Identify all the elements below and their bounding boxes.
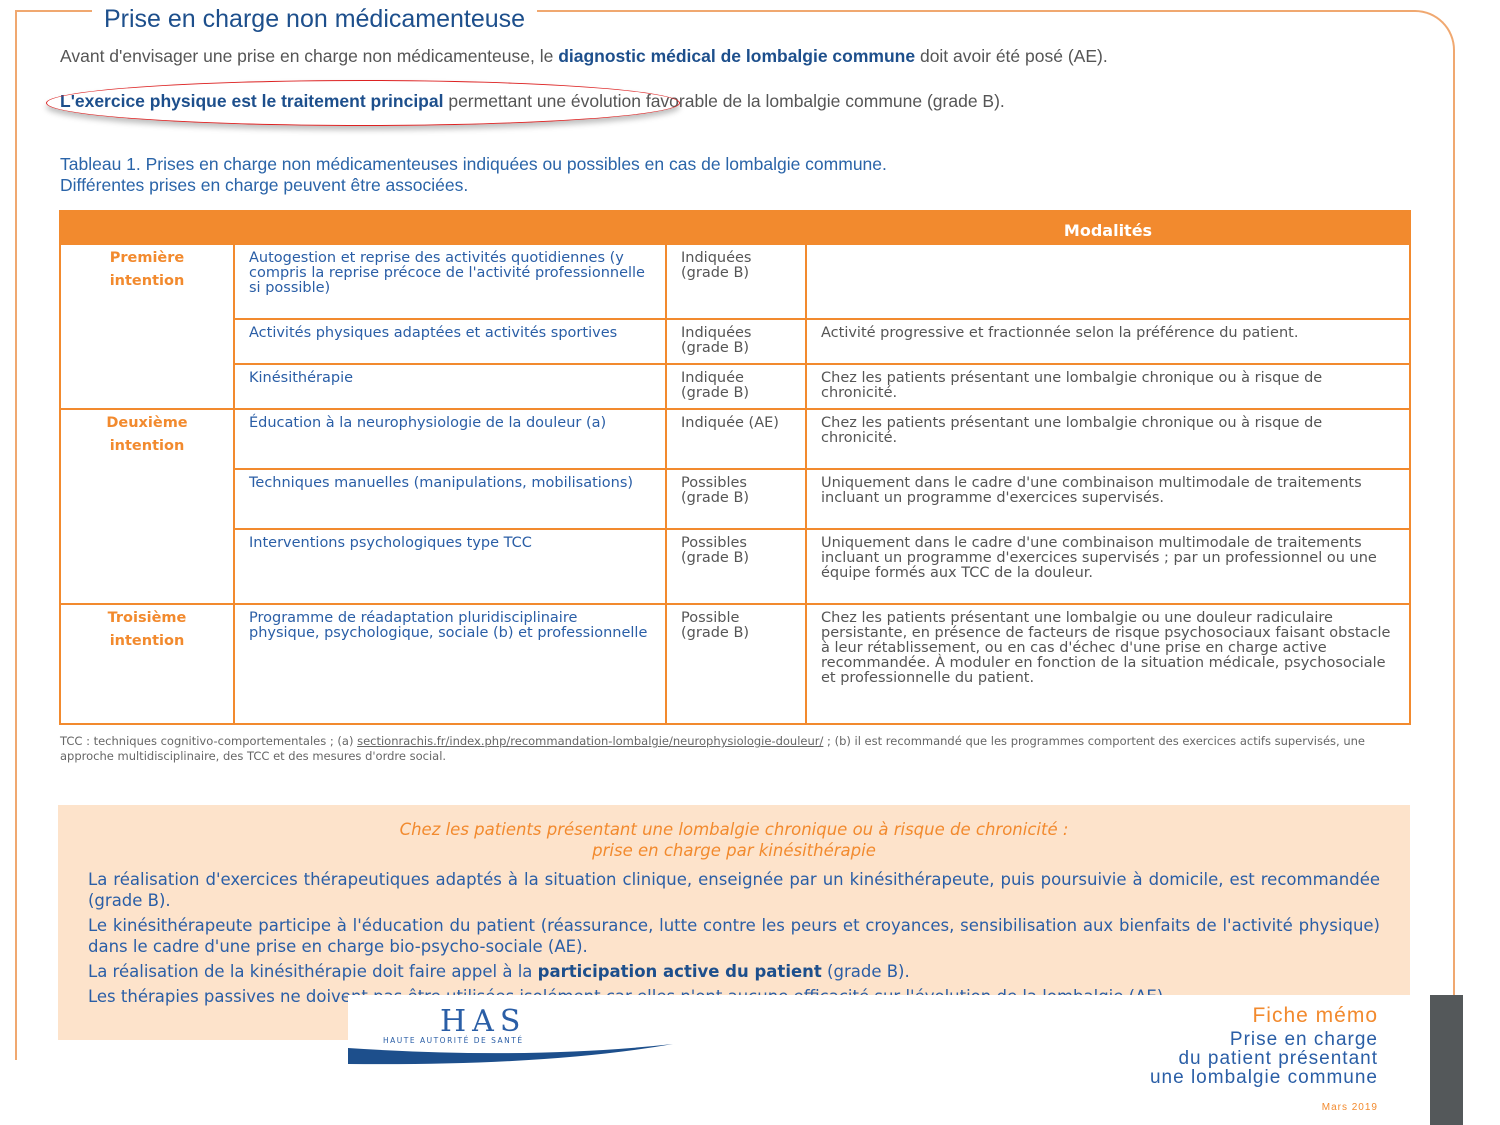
header-cell bbox=[59, 210, 235, 245]
document-date: Mars 2019 bbox=[1321, 1102, 1378, 1113]
status-cell: Indiquée (AE) bbox=[665, 408, 807, 470]
table-row: Deuxième intention Éducation à la neuroph… bbox=[59, 408, 1411, 605]
treatment-cell: Interventions psychologiques type TCC bbox=[233, 528, 667, 605]
status-cell: Indiquées (grade B) bbox=[665, 243, 807, 320]
intention-cell: Première intention bbox=[59, 243, 235, 410]
logo-swoosh-icon bbox=[348, 1044, 673, 1065]
intention-cell: Deuxième intention bbox=[59, 408, 235, 605]
has-logo-subtitle: HAUTE AUTORITÉ DE SANTÉ bbox=[383, 1036, 524, 1045]
status-cell: Possible (grade B) bbox=[665, 603, 807, 725]
section-frame: Prise en charge non médicamenteuse bbox=[15, 4, 1455, 1060]
header-row: Modalités bbox=[59, 210, 1411, 245]
box-title: Chez les patients présentant une lombalg… bbox=[58, 819, 1410, 861]
modalities-cell: Chez les patients présentant une lombalg… bbox=[805, 363, 1411, 410]
caption-line: Tableau 1. Prises en charge non médicame… bbox=[60, 154, 887, 174]
caption-line: Différentes prises en charge peuvent êtr… bbox=[60, 175, 469, 195]
text: TCC : techniques cognitivo-comportementa… bbox=[60, 734, 358, 748]
intro-paragraph-1: Avant d'envisager une prise en charge no… bbox=[60, 46, 1410, 66]
table-caption: Tableau 1. Prises en charge non médicame… bbox=[60, 154, 887, 196]
modalities-cell: Activité progressive et fractionnée selo… bbox=[805, 318, 1411, 365]
modalities-cell bbox=[805, 243, 1411, 320]
title-line: une lombalgie commune bbox=[1149, 1067, 1378, 1088]
treatment-cell: Éducation à la neurophysiologie de la do… bbox=[233, 408, 667, 470]
table-row: Première intention Autogestion et reprise… bbox=[59, 243, 1411, 410]
modalities-cell: Uniquement dans le cadre d'une combinais… bbox=[805, 528, 1411, 605]
intention-cell: Troisième intention bbox=[59, 603, 235, 725]
text: doit avoir été posé (AE). bbox=[915, 46, 1108, 66]
box-paragraph: La réalisation d'exercices thérapeutique… bbox=[88, 870, 1380, 910]
table-footnote: TCC : techniques cognitivo-comportementa… bbox=[60, 734, 1405, 764]
modalities-cell: Chez les patients présentant une lombalg… bbox=[805, 603, 1411, 725]
table-row: Activités physiques adaptées et activité… bbox=[60, 318, 1411, 365]
highlight: diagnostic médical de lombalgie commune bbox=[558, 46, 916, 66]
text: Chez les patients présentant une lombalg… bbox=[399, 820, 1069, 839]
treatment-cell: Techniques manuelles (manipulations, mob… bbox=[233, 468, 667, 530]
text: ; (b) il est recommandé que les programm… bbox=[60, 734, 1366, 763]
header-cell bbox=[665, 210, 807, 245]
highlight: participation active du patient bbox=[537, 962, 822, 981]
text: (grade B). bbox=[821, 962, 910, 981]
treatment-cell: Autogestion et reprise des activités quo… bbox=[233, 243, 667, 320]
modalities-cell: Uniquement dans le cadre d'une combinais… bbox=[805, 468, 1411, 530]
document-title: Prise en charge du patient présentant une … bbox=[1150, 1030, 1378, 1087]
footnote-link[interactable]: sectionrachis.fr/index.php/recommandatio… bbox=[357, 734, 824, 748]
treatment-table: Modalités Première intention Autogestion … bbox=[59, 210, 1411, 725]
table-row: Kinésithérapie Indiquée (grade B) Chez les… bbox=[60, 363, 1411, 410]
table-row: Techniques manuelles (manipulations, mob… bbox=[60, 468, 1411, 530]
table-row: Troisième intention Programme de réadapta… bbox=[59, 603, 1411, 725]
header-cell bbox=[233, 210, 667, 245]
treatment-cell: Programme de réadaptation pluridisciplin… bbox=[233, 603, 667, 725]
box-paragraph: La réalisation de la kinésithérapie doit… bbox=[88, 961, 1380, 982]
text: Avant d'envisager une prise en charge no… bbox=[60, 46, 559, 66]
modalities-cell: Chez les patients présentant une lombalg… bbox=[805, 408, 1411, 470]
text: prise en charge par kinésithérapie bbox=[592, 841, 876, 860]
section-title: Prise en charge non médicamenteuse bbox=[92, 4, 538, 34]
treatment-cell: Activités physiques adaptées et activité… bbox=[233, 318, 667, 365]
title-line: Prise en charge bbox=[1229, 1029, 1378, 1050]
has-logo: HAS bbox=[440, 1004, 527, 1039]
text: La réalisation de la kinésithérapie doit… bbox=[88, 962, 538, 981]
status-cell: Indiquées (grade B) bbox=[665, 318, 807, 365]
dark-side-bar bbox=[1430, 995, 1463, 1125]
status-cell: Possibles (grade B) bbox=[665, 528, 807, 605]
status-cell: Possibles (grade B) bbox=[665, 468, 807, 530]
title-line: du patient présentant bbox=[1178, 1048, 1378, 1069]
status-cell: Indiquée (grade B) bbox=[665, 363, 807, 410]
annotation-ellipse bbox=[46, 80, 680, 126]
table-row: Interventions psychologiques type TCC Pos… bbox=[60, 528, 1411, 605]
fiche-memo-label: Fiche mémo bbox=[1252, 1004, 1378, 1027]
box-paragraph: Le kinésithérapeute participe à l'éducat… bbox=[88, 916, 1380, 956]
treatment-cell: Kinésithérapie bbox=[233, 363, 667, 410]
header-modalites: Modalités bbox=[805, 210, 1411, 245]
